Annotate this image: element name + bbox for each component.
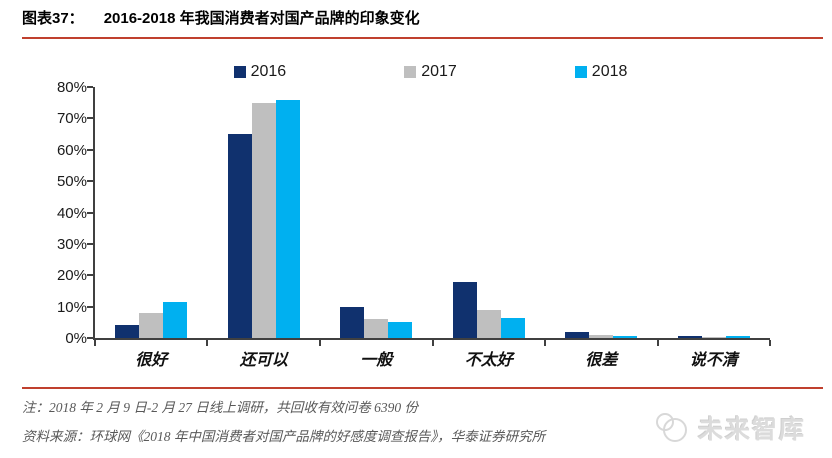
bar-2016-很好 [115,325,140,338]
legend-label: 2018 [591,63,628,80]
title-divider-line [22,37,823,39]
x-axis-tick [769,340,771,346]
bar-2018-很好 [163,301,188,338]
bar-group-很差 [545,87,658,338]
x-axis-tick [656,340,659,346]
bar-group-不太好 [433,87,546,338]
legend-label: 2016 [250,63,287,80]
y-axis-tick [87,274,93,277]
chart-legend: 2016 2017 2018 [93,63,768,81]
watermark-text: 未来智库 [697,416,806,444]
bar-2016-说不清 [677,336,702,338]
x-axis-label-一般: 一般 [360,352,393,369]
bar-2017-一般 [364,319,389,338]
bar-group-还可以 [208,87,321,338]
bar-2018-不太好 [500,317,525,338]
x-axis-label-row: 很好 还可以 一般 不太好 很差 说不清 [95,346,770,370]
bar-2016-一般 [340,306,365,338]
bar-group-一般 [320,87,433,338]
y-axis-label: 0% [65,330,87,347]
y-axis-tick [87,117,93,120]
chart-header: 图表37： 2016-2018 年我国消费者对国产品牌的印象变化 [22,7,822,28]
chart-note: 注：2018 年 2 月 9 日-2 月 27 日线上调研，共回收有效问卷 63… [22,400,418,415]
bar-2016-还可以 [227,134,252,338]
x-axis-tick [543,340,546,346]
x-axis-tick [318,340,321,346]
y-axis-tick [87,211,93,214]
chart-title: 2016-2018 年我国消费者对国产品牌的印象变化 [103,10,420,27]
legend-item-2018: 2018 [574,63,628,81]
bar-2016-很差 [565,331,590,338]
x-axis-label-很差: 很差 [585,352,618,369]
bar-2018-很差 [613,336,638,338]
legend-label: 2017 [421,63,457,80]
y-axis-label: 80% [56,79,87,96]
legend-swatch-2017 [404,66,417,78]
plot-area: 80% 70% 60% 50% 40% 30% 20% 10% 0% 很好 还可以 一般 不太好 很差 说不… [57,80,771,369]
y-axis-tick [87,242,93,245]
x-axis-label-说不清: 说不清 [689,352,738,369]
figure-label: 图表37： [22,10,84,27]
y-axis-label: 40% [56,204,87,222]
weilai-zhiku-logo-icon [655,413,687,442]
bar-group-说不清 [658,87,771,338]
x-axis-tick [206,340,209,346]
legend-item-2017: 2017 [404,63,457,81]
y-axis-label: 30% [56,235,87,253]
bar-2018-说不清 [725,336,750,338]
y-axis-label: 60% [56,141,87,159]
watermark: 未来智库 [654,410,806,446]
y-axis-tick [87,148,93,151]
x-axis-tick [94,340,96,346]
bar-2017-很差 [589,334,614,338]
x-axis-tick [431,340,434,346]
y-axis-label: 70% [56,110,87,128]
bar-2017-说不清 [701,336,726,338]
y-axis-label: 20% [56,267,87,285]
bar-2016-不太好 [452,281,477,338]
y-axis-tick [87,86,93,88]
bar-groups [95,87,770,338]
bar-2018-一般 [388,322,413,338]
footer-divider-line [22,387,823,389]
bar-2017-还可以 [251,102,276,338]
bar-2017-不太好 [476,309,501,338]
y-axis-label: 10% [56,298,87,316]
chart-source: 资料来源：环球网《2018 年中国消费者对国产品牌的好感度调查报告》，华泰证券研… [22,429,546,444]
y-axis-label: 50% [56,173,87,191]
x-axis-label-很好: 很好 [135,352,168,369]
y-axis-tick [87,305,93,308]
legend-item-2016: 2016 [233,63,287,81]
x-axis-label-还可以: 还可以 [239,352,288,369]
bar-group-很好 [95,87,208,338]
x-axis-label-不太好: 不太好 [464,352,513,369]
y-axis-tick [87,180,93,183]
y-axis-tick [87,337,93,339]
bar-2018-还可以 [275,99,300,338]
legend-swatch-2018 [574,66,587,78]
legend-swatch-2016 [233,66,246,78]
bar-2017-很好 [139,312,164,338]
